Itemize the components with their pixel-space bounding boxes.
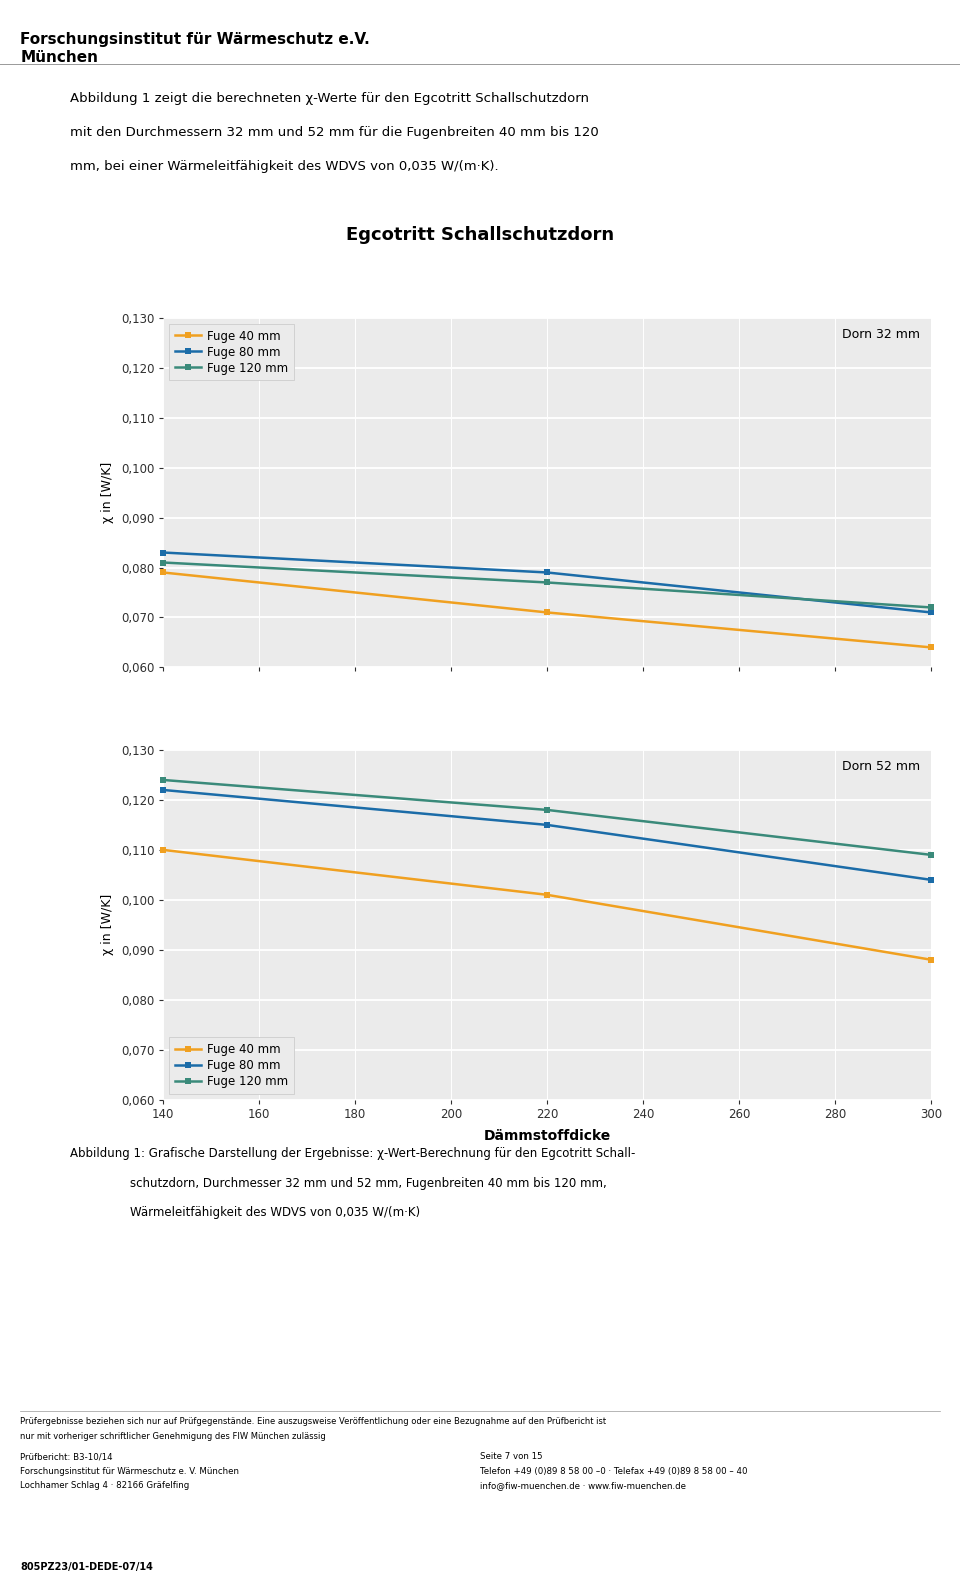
Fuge 120 mm	[541, 574, 553, 593]
Text: schutzdorn, Durchmesser 32 mm und 52 mm, Fugenbreiten 40 mm bis 120 mm,: schutzdorn, Durchmesser 32 mm und 52 mm,…	[130, 1176, 607, 1190]
Fuge 80 mm	[925, 871, 937, 890]
Fuge 120 mm	[157, 771, 169, 790]
X-axis label: Dämmstoffdicke: Dämmstoffdicke	[484, 1130, 611, 1142]
Text: Seite 7 von 15: Seite 7 von 15	[480, 1452, 542, 1462]
Fuge 120 mm	[541, 801, 553, 820]
Text: Prüfergebnisse beziehen sich nur auf Prüfgegenstände. Eine auszugsweise Veröffen: Prüfergebnisse beziehen sich nur auf Prü…	[20, 1417, 607, 1427]
Line: Fuge 80 mm: Fuge 80 mm	[159, 787, 935, 883]
Fuge 40 mm	[925, 637, 937, 656]
Text: info@fiw-muenchen.de · www.fiw-muenchen.de: info@fiw-muenchen.de · www.fiw-muenchen.…	[480, 1481, 686, 1490]
Fuge 120 mm	[925, 597, 937, 617]
Text: Prüfbericht: B3-10/14: Prüfbericht: B3-10/14	[20, 1452, 112, 1462]
Text: Forschungsinstitut für Wärmeschutz e.V.: Forschungsinstitut für Wärmeschutz e.V.	[20, 32, 370, 46]
Fuge 40 mm	[541, 885, 553, 904]
Y-axis label: χ in [W/K]: χ in [W/K]	[102, 462, 114, 523]
Text: Wärmeleitfähigkeit des WDVS von 0,035 W/(m·K): Wärmeleitfähigkeit des WDVS von 0,035 W/…	[130, 1206, 420, 1219]
Text: Dorn 52 mm: Dorn 52 mm	[842, 761, 920, 774]
Line: Fuge 120 mm: Fuge 120 mm	[159, 559, 935, 610]
Text: München: München	[20, 49, 98, 65]
Fuge 40 mm	[157, 563, 169, 582]
Text: Abbildung 1 zeigt die berechneten χ-Werte für den Egcotritt Schallschutzdorn: Abbildung 1 zeigt die berechneten χ-Wert…	[70, 92, 589, 105]
Text: Dorn 32 mm: Dorn 32 mm	[842, 329, 920, 342]
Text: Forschungsinstitut für Wärmeschutz e. V. München: Forschungsinstitut für Wärmeschutz e. V.…	[20, 1467, 239, 1476]
Line: Fuge 40 mm: Fuge 40 mm	[159, 569, 935, 651]
Text: 805PZ23/01-DEDE-07/14: 805PZ23/01-DEDE-07/14	[20, 1562, 153, 1572]
Legend: Fuge 40 mm, Fuge 80 mm, Fuge 120 mm: Fuge 40 mm, Fuge 80 mm, Fuge 120 mm	[169, 324, 294, 380]
Fuge 80 mm	[925, 602, 937, 621]
Fuge 80 mm	[541, 815, 553, 834]
Text: Abbildung 1: Grafische Darstellung der Ergebnisse: χ-Wert-Berechnung für den Egc: Abbildung 1: Grafische Darstellung der E…	[70, 1147, 636, 1160]
Text: mit den Durchmessern 32 mm und 52 mm für die Fugenbreiten 40 mm bis 120: mit den Durchmessern 32 mm und 52 mm für…	[70, 126, 599, 140]
Legend: Fuge 40 mm, Fuge 80 mm, Fuge 120 mm: Fuge 40 mm, Fuge 80 mm, Fuge 120 mm	[169, 1038, 294, 1093]
Fuge 120 mm	[157, 553, 169, 572]
Line: Fuge 40 mm: Fuge 40 mm	[159, 847, 935, 963]
Text: Egcotritt Schallschutzdorn: Egcotritt Schallschutzdorn	[346, 226, 614, 243]
Y-axis label: χ in [W/K]: χ in [W/K]	[102, 895, 114, 955]
Text: Lochhamer Schlag 4 · 82166 Gräfelfing: Lochhamer Schlag 4 · 82166 Gräfelfing	[20, 1481, 189, 1490]
Text: Telefon +49 (0)89 8 58 00 –0 · Telefax +49 (0)89 8 58 00 – 40: Telefon +49 (0)89 8 58 00 –0 · Telefax +…	[480, 1467, 748, 1476]
Fuge 80 mm	[157, 780, 169, 799]
Text: nur mit vorheriger schriftlicher Genehmigung des FIW München zulässig: nur mit vorheriger schriftlicher Genehmi…	[20, 1432, 325, 1441]
Line: Fuge 120 mm: Fuge 120 mm	[159, 777, 935, 858]
Line: Fuge 80 mm: Fuge 80 mm	[159, 550, 935, 617]
Fuge 40 mm	[157, 841, 169, 860]
Fuge 40 mm	[925, 950, 937, 969]
Fuge 80 mm	[541, 563, 553, 582]
Fuge 80 mm	[157, 543, 169, 563]
Text: mm, bei einer Wärmeleitfähigkeit des WDVS von 0,035 W/(m·K).: mm, bei einer Wärmeleitfähigkeit des WDV…	[70, 160, 498, 173]
Fuge 40 mm	[541, 602, 553, 621]
Fuge 120 mm	[925, 845, 937, 864]
